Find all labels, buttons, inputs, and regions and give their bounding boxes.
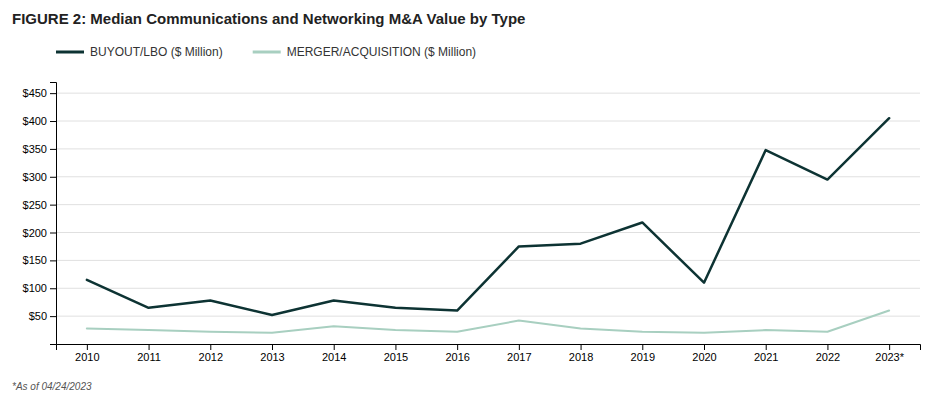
y-tick-label: $50 bbox=[29, 310, 47, 322]
grid-line bbox=[56, 204, 920, 205]
grid-line bbox=[56, 316, 920, 317]
legend-swatch bbox=[253, 51, 281, 54]
y-tick: $300 bbox=[23, 171, 56, 183]
y-tick: $100 bbox=[23, 282, 56, 294]
y-tick-mark bbox=[50, 316, 56, 317]
x-axis-line bbox=[57, 345, 921, 351]
y-tick-mark bbox=[50, 260, 56, 261]
x-tick: 2010 bbox=[75, 344, 99, 363]
y-tick-mark bbox=[50, 149, 56, 150]
legend-item: BUYOUT/LBO ($ Million) bbox=[56, 45, 223, 59]
x-tick-label: 2023* bbox=[875, 351, 904, 363]
x-tick: 2015 bbox=[384, 344, 408, 363]
x-tick-mark bbox=[272, 344, 273, 350]
y-tick-mark bbox=[50, 233, 56, 234]
grid-line bbox=[56, 288, 920, 289]
x-tick-mark bbox=[395, 344, 396, 350]
y-tick: $450 bbox=[23, 87, 56, 99]
series-line bbox=[87, 311, 889, 333]
title: FIGURE 2: Median Communications and Netw… bbox=[12, 10, 525, 27]
footnote: *As of 04/24/2023 bbox=[12, 381, 92, 392]
x-tick-mark bbox=[149, 344, 150, 350]
lines bbox=[87, 118, 889, 333]
x-tick-label: 2012 bbox=[199, 351, 223, 363]
y-tick-label: $200 bbox=[23, 227, 47, 239]
x-tick: 2011 bbox=[137, 344, 161, 363]
x-tick-label: 2014 bbox=[322, 351, 346, 363]
x-tick-label: 2022 bbox=[816, 351, 840, 363]
grid bbox=[56, 93, 920, 316]
y-tick-label: $150 bbox=[23, 254, 47, 266]
x-tick: 2014 bbox=[322, 344, 346, 363]
grid-line bbox=[56, 148, 920, 149]
grid-line bbox=[56, 176, 920, 177]
x-tick-label: 2015 bbox=[384, 351, 408, 363]
y-tick-label: $450 bbox=[23, 87, 47, 99]
chart: FIGURE 2: Median Communications and Netw… bbox=[0, 0, 944, 400]
legend-item: MERGER/ACQUISITION ($ Million) bbox=[253, 45, 476, 59]
y-tick: $350 bbox=[23, 143, 56, 155]
x-tick: 2013 bbox=[260, 344, 284, 363]
series-line bbox=[87, 118, 889, 315]
x-tick-label: 2021 bbox=[754, 351, 778, 363]
legend-label: MERGER/ACQUISITION ($ Million) bbox=[287, 45, 476, 59]
x-tick: 2012 bbox=[199, 344, 223, 363]
grid-line bbox=[56, 93, 920, 94]
x-tick-mark bbox=[766, 344, 767, 350]
y-tick-mark bbox=[50, 205, 56, 206]
x-tick: 2017 bbox=[507, 344, 531, 363]
x-tick-label: 2013 bbox=[260, 351, 284, 363]
x-axis: 2010 2011 2012 2013 2014 2015 2016 2017 2018 2019… bbox=[57, 344, 921, 363]
x-tick-label: 2017 bbox=[507, 351, 531, 363]
plot-area: $50$100$150$200$250$300$350$400$45020102… bbox=[23, 83, 921, 363]
y-tick-label: $100 bbox=[23, 282, 47, 294]
legend-label: BUYOUT/LBO ($ Million) bbox=[90, 45, 223, 59]
y-tick-label: $300 bbox=[23, 171, 47, 183]
x-tick: 2021 bbox=[754, 344, 778, 363]
y-tick-mark bbox=[50, 288, 56, 289]
x-tick-mark bbox=[704, 344, 705, 350]
x-tick-mark bbox=[519, 344, 520, 350]
x-tick-mark bbox=[457, 344, 458, 350]
grid-line bbox=[56, 121, 920, 122]
y-axis: $50 $100 $150 $200 $250 $300 $350 $400 $450 bbox=[23, 83, 57, 345]
x-tick-label: 2016 bbox=[445, 351, 469, 363]
x-tick: 2018 bbox=[569, 344, 593, 363]
x-tick-label: 2019 bbox=[631, 351, 655, 363]
x-tick: 2022 bbox=[816, 344, 840, 363]
y-tick-label: $350 bbox=[23, 143, 47, 155]
y-tick-label: $400 bbox=[23, 115, 47, 127]
x-tick-mark bbox=[642, 344, 643, 350]
x-tick: 2023* bbox=[875, 344, 904, 363]
legend-swatch bbox=[56, 51, 84, 54]
legend: BUYOUT/LBO ($ Million) MERGER/ACQUISITION… bbox=[56, 45, 476, 59]
y-tick: $200 bbox=[23, 227, 56, 239]
x-tick-mark bbox=[827, 344, 828, 350]
y-tick-mark bbox=[50, 177, 56, 178]
y-tick-mark bbox=[50, 121, 56, 122]
x-tick-mark bbox=[87, 344, 88, 350]
x-tick-label: 2020 bbox=[692, 351, 716, 363]
x-tick-mark bbox=[334, 344, 335, 350]
x-tick: 2020 bbox=[692, 344, 716, 363]
x-tick: 2016 bbox=[445, 344, 469, 363]
grid-line bbox=[56, 260, 920, 261]
grid-line bbox=[56, 232, 920, 233]
y-tick: $50 bbox=[29, 310, 56, 322]
x-tick-label: 2011 bbox=[137, 351, 161, 363]
x-tick-mark bbox=[889, 344, 890, 350]
x-tick-mark bbox=[581, 344, 582, 350]
x-tick-label: 2018 bbox=[569, 351, 593, 363]
y-tick: $150 bbox=[23, 254, 56, 266]
x-tick: 2019 bbox=[631, 344, 655, 363]
y-tick-mark bbox=[50, 93, 56, 94]
x-tick-label: 2010 bbox=[75, 351, 99, 363]
y-tick: $400 bbox=[23, 115, 56, 127]
y-tick: $250 bbox=[23, 199, 56, 211]
x-tick-mark bbox=[210, 344, 211, 350]
y-axis-line bbox=[50, 83, 57, 345]
y-tick-label: $250 bbox=[23, 199, 47, 211]
